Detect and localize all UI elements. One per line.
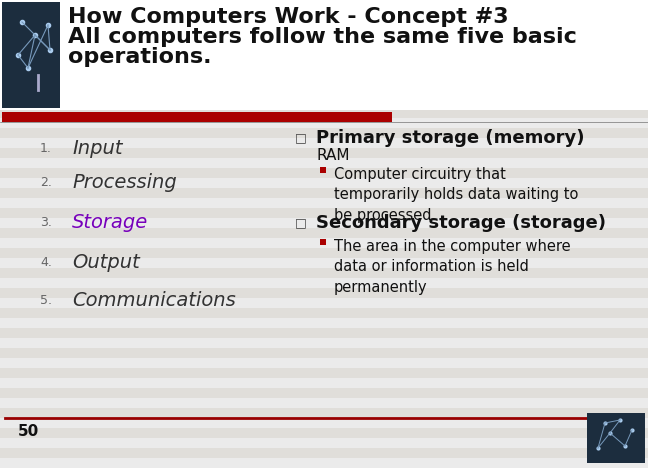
Bar (0, 168, 648, 178)
Bar (0, 58, 648, 68)
Text: RAM: RAM (316, 147, 349, 162)
Bar (0, 308, 648, 318)
Bar (0, 338, 648, 348)
Bar (0, 148, 648, 158)
Bar (0, 238, 648, 248)
Bar (0, 368, 648, 378)
Bar (0, 28, 648, 38)
Bar (0, 38, 648, 48)
Bar (320, 167, 326, 173)
Bar (0, 318, 648, 328)
Bar (0, 458, 648, 468)
Bar (0, 408, 648, 418)
Bar (0, 158, 648, 168)
Bar (0, 178, 648, 188)
Bar (0, 138, 648, 148)
Text: 4.: 4. (40, 256, 52, 270)
Text: 1.: 1. (40, 141, 52, 154)
Text: Primary storage (memory): Primary storage (memory) (316, 129, 584, 147)
Text: Processing: Processing (72, 174, 177, 192)
Bar (0, 278, 648, 288)
Text: Computer circuitry that
temporarily holds data waiting to
be processed: Computer circuitry that temporarily hold… (334, 167, 579, 223)
Bar (2, 112, 392, 122)
Bar (0, 348, 648, 358)
Text: 3.: 3. (40, 217, 52, 229)
Bar (0, 108, 648, 118)
Text: 50: 50 (18, 424, 40, 439)
Bar (0, 68, 648, 78)
Bar (0, 358, 648, 368)
Bar (0, 268, 648, 278)
Bar (0, 258, 648, 268)
Bar (0, 88, 648, 98)
Bar (0, 438, 648, 448)
Bar (0, 388, 648, 398)
Bar (0, 378, 648, 388)
Text: Output: Output (72, 254, 140, 272)
Text: How Computers Work - Concept #3: How Computers Work - Concept #3 (68, 7, 509, 27)
Text: Input: Input (72, 139, 122, 158)
Bar (0, 228, 648, 238)
Bar (0, 418, 648, 428)
Bar (0, 328, 648, 338)
Bar (0, 98, 648, 108)
Bar (0, 298, 648, 308)
Text: operations.: operations. (68, 47, 211, 67)
Bar (0, 48, 648, 58)
Bar (0, 0, 648, 8)
Bar (587, 413, 645, 463)
Text: Storage: Storage (72, 213, 148, 233)
Bar (0, 198, 648, 208)
Bar (0, 18, 648, 28)
Text: Communications: Communications (72, 291, 236, 309)
Bar (0, 118, 648, 128)
Text: 5.: 5. (40, 293, 52, 307)
Bar (0, 398, 648, 408)
Bar (0, 288, 648, 298)
Bar (320, 239, 326, 245)
Text: The area in the computer where
data or information is held
permanently: The area in the computer where data or i… (334, 239, 571, 295)
Bar (0, 208, 648, 218)
Bar (0, 448, 648, 458)
Bar (0, 0, 648, 110)
Bar (0, 218, 648, 228)
Text: 2.: 2. (40, 176, 52, 190)
Bar (0, 128, 648, 138)
Text: Secondary storage (storage): Secondary storage (storage) (316, 214, 606, 232)
Bar (2, 2, 60, 108)
Text: All computers follow the same five basic: All computers follow the same five basic (68, 27, 577, 47)
Text: □: □ (295, 217, 307, 229)
Text: □: □ (295, 132, 307, 145)
Bar (0, 8, 648, 18)
Bar (0, 428, 648, 438)
Bar (0, 78, 648, 88)
Bar (0, 248, 648, 258)
Bar (0, 188, 648, 198)
